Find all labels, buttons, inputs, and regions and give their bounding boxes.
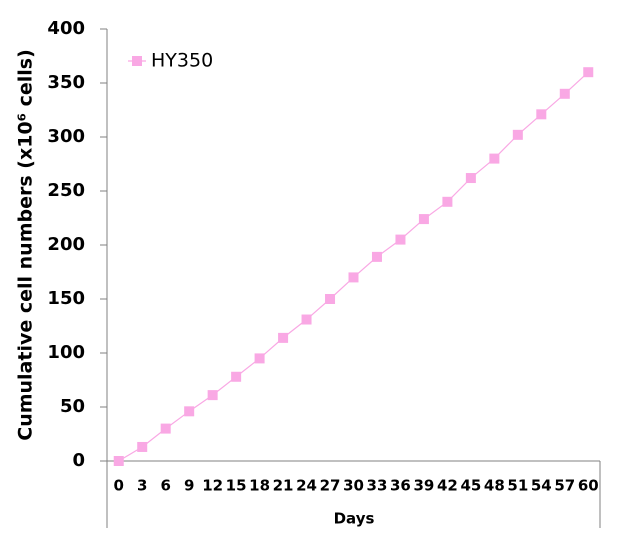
x-tick-label: 27 [320,477,341,495]
x-tick-label: 9 [184,477,194,495]
y-tick-label: 150 [47,288,85,309]
marker [278,332,289,343]
marker [395,234,406,245]
y-tick-label: 350 [47,72,85,93]
marker [559,88,570,99]
legend-label: HY350 [151,50,213,72]
x-tick-label: 30 [343,477,364,495]
x-tick-label: 57 [554,477,575,495]
marker [160,423,171,434]
y-tick-label: 250 [47,180,85,201]
x-tick-label: 15 [226,477,247,495]
marker [325,294,336,304]
marker [512,129,523,140]
x-axis-title: Days [334,510,375,528]
y-tick-label: 0 [72,450,85,471]
y-tick-label: 50 [60,396,85,417]
x-tick-label: 54 [531,477,552,495]
y-tick-label: 100 [47,342,85,363]
x-tick-label: 0 [114,477,124,495]
marker [231,371,242,382]
x-tick-label: 6 [160,477,170,495]
y-tick-label: 400 [47,18,85,39]
legend-marker [132,56,142,66]
marker [184,406,195,417]
x-tick-label: 39 [413,477,434,495]
marker [536,109,547,120]
marker [113,456,124,466]
x-tick-label: 42 [437,477,458,495]
marker [489,153,500,164]
x-tick-label: 48 [484,477,505,495]
x-tick-label: 24 [296,477,317,495]
x-tick-label: 36 [390,477,411,495]
x-tick-label: 45 [460,477,481,495]
x-tick-label: 51 [507,477,528,495]
marker [348,272,359,283]
marker [583,67,594,78]
marker [465,173,476,184]
marker [137,441,148,452]
x-tick-label: 18 [249,477,270,495]
x-tick-label: 3 [137,477,147,495]
y-tick-label: 200 [47,234,85,255]
marker [254,353,265,364]
y-tick-label: 300 [47,126,85,147]
marker [207,390,218,401]
x-tick-label: 21 [273,477,294,495]
x-tick-label: 60 [578,477,599,495]
x-tick-label: 12 [202,477,223,495]
marker [418,214,429,225]
marker [371,251,382,262]
x-tick-label: 33 [367,477,388,495]
marker [442,196,453,207]
y-axis-title: Cumulative cell numbers (x10⁶ cells) [15,49,37,441]
marker [301,314,312,325]
